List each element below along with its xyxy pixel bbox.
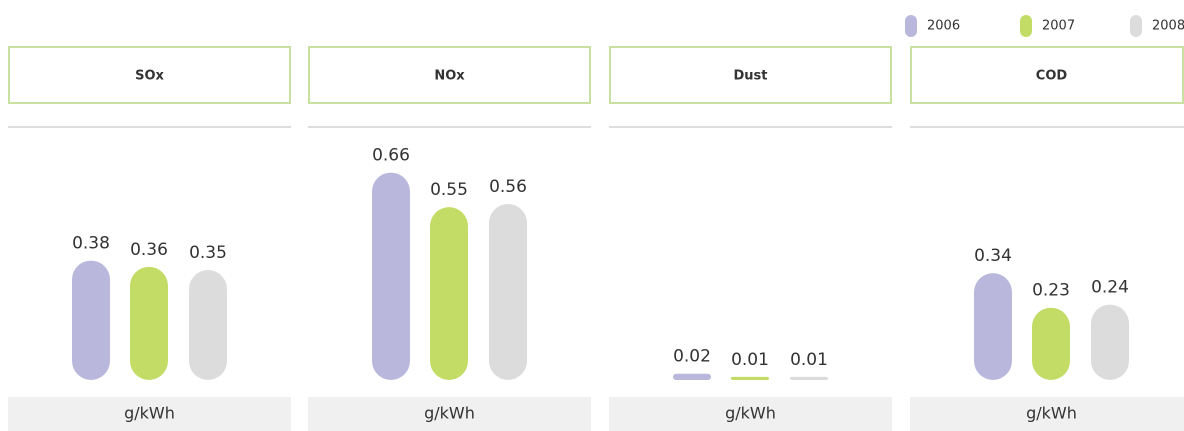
bar [489,204,527,380]
bar [731,376,769,380]
unit-label: g/kWh [124,404,175,423]
value-label: 0.01 [731,350,769,370]
bar [673,373,711,380]
unit-label: g/kWh [725,404,776,423]
legend-swatch [905,15,917,37]
value-label: 0.02 [673,347,711,367]
legend-label: 2007 [1042,19,1075,34]
bar [974,273,1012,380]
value-label: 0.35 [189,243,227,263]
value-label: 0.23 [1032,281,1070,301]
value-label: 0.66 [372,146,410,166]
legend-label: 2006 [927,19,960,34]
legend-swatch [1130,15,1142,37]
bar [1032,307,1070,380]
panel-title: NOx [434,69,465,84]
unit-band [910,397,1184,431]
bar [790,376,828,380]
unit-band [308,397,591,431]
unit-band [609,397,892,431]
legend-label: 2008 [1152,19,1184,34]
unit-label: g/kWh [1026,404,1077,423]
value-label: 0.38 [72,234,110,254]
legend-swatch [1020,15,1032,37]
panel-title: COD [1036,69,1068,84]
panel-header [308,46,591,104]
bar [1091,304,1129,380]
value-label: 0.01 [790,350,828,370]
panel-header [8,46,291,104]
unit-band [8,397,291,431]
unit-label: g/kWh [424,404,475,423]
panel-title: SOx [135,69,164,84]
bar [130,266,168,380]
value-label: 0.36 [130,240,168,260]
panel-header [910,46,1184,104]
value-label: 0.55 [430,180,468,200]
bar [372,172,410,380]
value-label: 0.24 [1091,278,1129,298]
bar [72,260,110,380]
value-label: 0.56 [489,177,527,197]
value-label: 0.34 [974,246,1012,266]
bar [189,270,227,380]
panel-header [609,46,892,104]
panel-title: Dust [734,69,768,84]
bar [430,207,468,380]
